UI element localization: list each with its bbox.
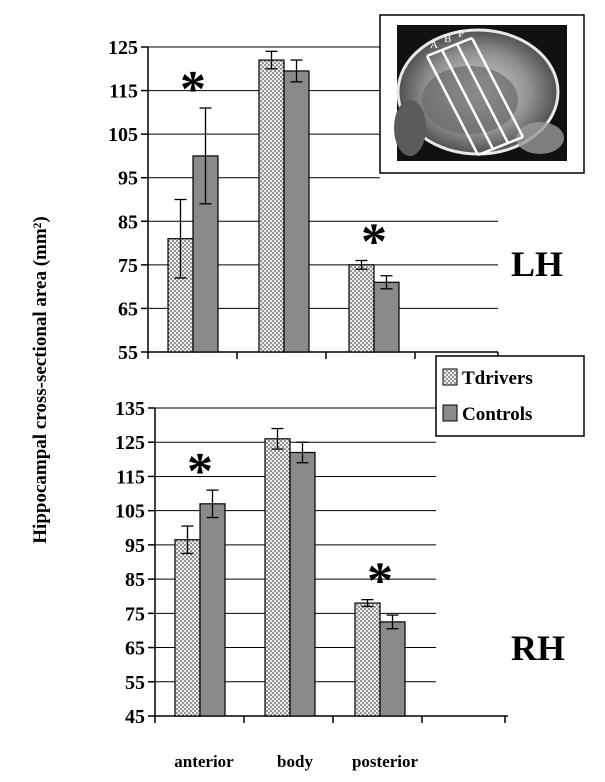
rh-y-tick-label-45: 45 — [125, 706, 145, 728]
lh-y-tick-label-125: 125 — [108, 37, 138, 59]
rh-bar-controls-body — [289, 451, 316, 717]
face-region — [394, 100, 426, 156]
legend: Tdrivers Controls — [435, 355, 585, 437]
rh-panel: 135 125 115 105 95 85 75 65 55 45 * * — [115, 398, 508, 728]
lh-bar-controls-body — [283, 70, 310, 353]
lh-y-tick-label-75: 75 — [118, 255, 138, 277]
mri-inset: A B P — [379, 14, 585, 174]
legend-box — [435, 355, 585, 437]
x-label-posterior: posterior — [352, 752, 419, 771]
rh-y-tick-label-105: 105 — [115, 501, 145, 523]
rh-bar-tdrivers-body — [264, 438, 291, 717]
lh-y-tick-label-95: 95 — [118, 168, 138, 190]
lh-y-tick-label-85: 85 — [118, 211, 138, 233]
x-label-body: body — [277, 752, 313, 771]
legend-swatch-controls — [442, 404, 458, 422]
rh-bar-tdrivers-posterior — [354, 602, 381, 717]
legend-label-controls: Controls — [462, 404, 532, 425]
rh-y-tick-label-55: 55 — [125, 672, 145, 694]
lh-bar-tdrivers-body — [258, 59, 285, 353]
cerebellum — [516, 122, 564, 154]
rh-bar-controls-anterior — [199, 503, 226, 717]
rh-bar-controls-posterior — [379, 621, 406, 717]
lh-significance-asterisk-anterior: * — [180, 61, 206, 118]
inset-label-p: P — [458, 28, 464, 40]
lh-panel-label: LH — [511, 244, 563, 284]
lh-y-tick-label-65: 65 — [118, 298, 138, 320]
y-axis-label: Hippocampal cross-sectional area (mm²) — [30, 216, 51, 543]
rh-significance-asterisk-posterior: * — [367, 553, 393, 610]
lh-y-tick-label-55: 55 — [118, 342, 138, 364]
rh-significance-asterisk-anterior: * — [187, 443, 213, 500]
slice-lines — [425, 36, 525, 157]
rh-y-tick-label-75: 75 — [125, 603, 145, 625]
rh-y-tick-label-95: 95 — [125, 535, 145, 557]
rh-bar-tdrivers-anterior — [174, 539, 201, 717]
rh-panel-label: RH — [511, 628, 565, 668]
rh-y-tick-label-125: 125 — [115, 432, 145, 454]
legend-label-tdrivers: Tdrivers — [462, 368, 533, 389]
lh-y-tick-label-105: 105 — [108, 124, 138, 146]
lh-bar-controls-posterior — [373, 281, 400, 353]
lh-bar-tdrivers-posterior — [348, 264, 375, 353]
rh-y-tick-label-65: 65 — [125, 638, 145, 660]
rh-y-tick-label-115: 115 — [116, 466, 145, 488]
lh-panel: 125 115 105 95 85 75 65 55 * * — [108, 37, 499, 364]
x-label-anterior: anterior — [174, 752, 234, 771]
inset-label-a: A — [430, 39, 438, 51]
legend-swatch-tdrivers — [442, 368, 458, 386]
lh-y-tick-label-115: 115 — [109, 81, 138, 103]
inset-label-b: B — [444, 33, 451, 45]
lh-significance-asterisk-posterior: * — [361, 214, 387, 271]
rh-y-tick-label-135: 135 — [115, 398, 145, 420]
rh-y-tick-label-85: 85 — [125, 569, 145, 591]
